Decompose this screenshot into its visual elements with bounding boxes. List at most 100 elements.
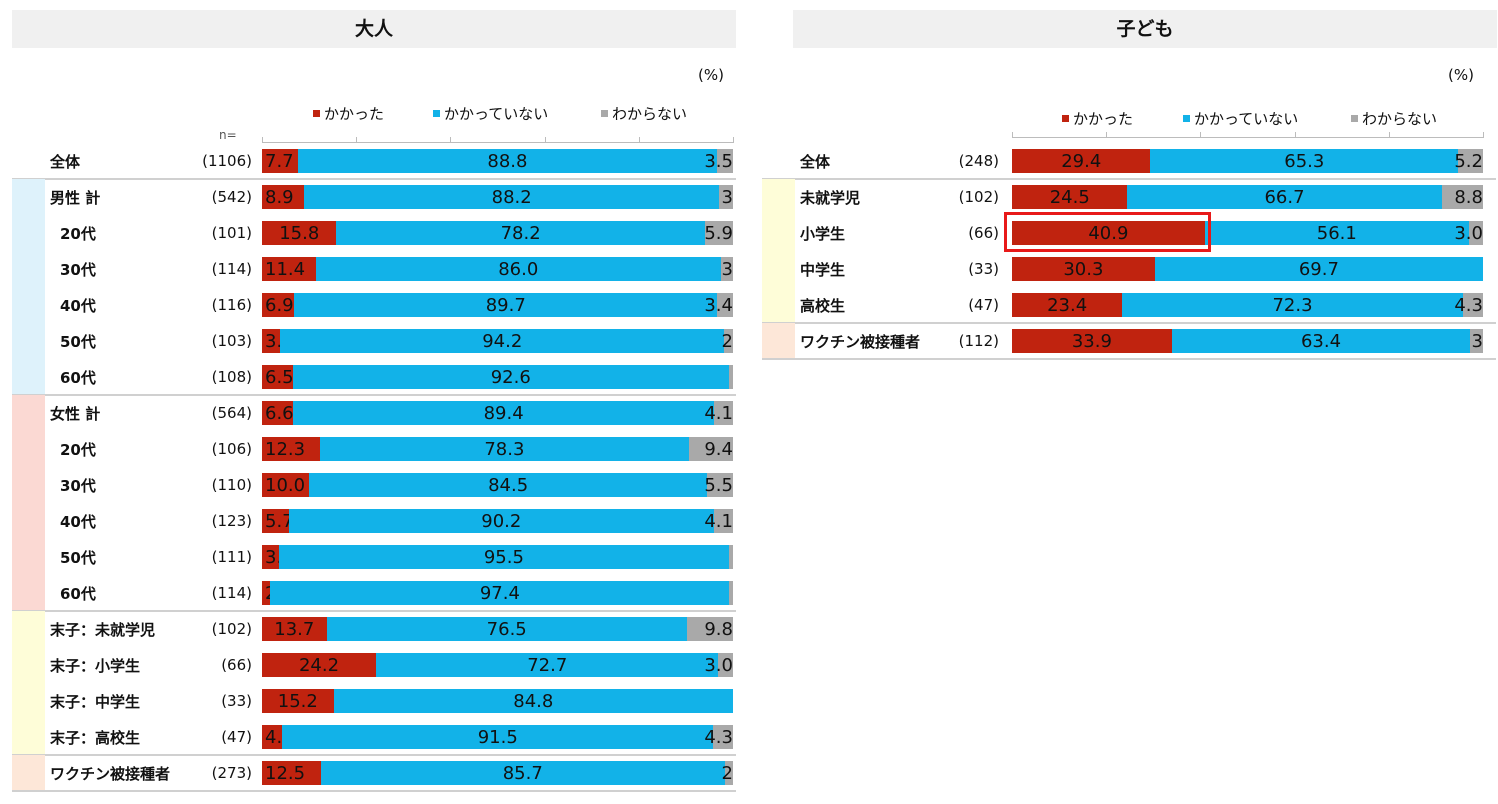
group-separator: [762, 322, 1496, 324]
bar-segment-not-infected: [1154, 257, 1483, 281]
bar-row: 40.9 56.1 3.0: [1012, 221, 1483, 245]
legend-swatch: [1062, 115, 1069, 122]
bar-segment-unknown: [713, 725, 734, 749]
bar-segment-unknown: [720, 257, 733, 281]
data-label: 3: [1471, 331, 1483, 352]
bar-segment-infected: [1012, 329, 1172, 353]
row-n: (103): [211, 332, 252, 350]
legend-item: かかっていない: [433, 103, 548, 124]
row-label: 末子：小学生: [50, 657, 141, 675]
row-label: 全体: [800, 153, 831, 171]
bar-segment-infected: [262, 473, 310, 497]
bar-segment-not-infected: [333, 689, 733, 713]
legend-label: かかっていない: [1194, 110, 1299, 128]
legend-label: かかっていない: [444, 105, 549, 123]
group-separator: [12, 178, 736, 180]
bar-segment-unknown: [718, 653, 733, 677]
bar-segment-infected: [262, 221, 337, 245]
data-label: 30.3: [1063, 259, 1104, 280]
bar-row: 5.7 90.2 4.1: [262, 509, 733, 533]
bar-segment-not-infected: [292, 365, 729, 389]
data-label: 85.7: [502, 763, 543, 784]
data-label: 12.5: [265, 763, 306, 784]
bar-segment-infected: [1012, 257, 1155, 281]
highlight-box: [1004, 212, 1211, 252]
data-label: 2: [721, 331, 733, 352]
row-label: ワクチン被接種者: [50, 765, 171, 783]
bar-row: 29.4 65.3 5.2: [1012, 149, 1483, 173]
legend-item: かかった: [313, 103, 384, 124]
row-label: 20代: [60, 225, 96, 243]
axis-line: [262, 142, 733, 143]
data-label: 11.4: [265, 259, 306, 280]
row-n: (33): [221, 692, 252, 710]
legend-item: わからない: [601, 103, 687, 124]
data-label: 78.2: [500, 223, 541, 244]
bar-segment-not-infected: [375, 653, 719, 677]
bar-segment-not-infected: [280, 329, 725, 353]
row-n: (114): [211, 260, 252, 278]
legend-label: わからない: [1362, 110, 1438, 128]
row-n: (102): [211, 620, 252, 638]
group-separator: [12, 394, 736, 396]
panel-title: 子ども: [793, 10, 1497, 48]
data-label: 97.4: [479, 583, 520, 604]
data-label: 7.7: [265, 151, 294, 172]
data-label: 8.8: [1454, 187, 1483, 208]
group-band-vaccine: [12, 755, 45, 791]
bar-segment-infected: [262, 437, 320, 461]
data-label: 92.6: [490, 367, 531, 388]
data-label: 78.3: [484, 439, 525, 460]
row-label: ワクチン被接種者: [800, 333, 921, 351]
bar-row: 6.6 89.4 4.1: [262, 401, 733, 425]
data-label: 9.8: [704, 619, 733, 640]
bar-row: 24.2 72.7 3.0: [262, 653, 733, 677]
data-label: 95.5: [483, 547, 524, 568]
data-label: 3.0: [1454, 223, 1483, 244]
row-n: (116): [211, 296, 252, 314]
data-label: 4.1: [704, 511, 733, 532]
bar-segment-infected: [1012, 293, 1123, 317]
bar-segment-not-infected: [270, 581, 730, 605]
data-label: 4.3: [1454, 295, 1483, 316]
bar-row: 12.3 78.3 9.4: [262, 437, 733, 461]
bar-segment-infected: [262, 617, 327, 641]
bar-row: 3.9 94.2 2: [262, 329, 733, 353]
bar-segment-not-infected: [1122, 293, 1463, 317]
data-label: 5.5: [704, 475, 733, 496]
data-label: 10.0: [265, 475, 306, 496]
legend-label: かかった: [1073, 110, 1134, 128]
group-separator: [762, 178, 1496, 180]
bar-segment-not-infected: [1127, 185, 1442, 209]
data-label: 56.1: [1316, 223, 1357, 244]
bar-segment-infected: [262, 257, 316, 281]
data-label: 3: [721, 259, 733, 280]
row-label: 60代: [60, 369, 96, 387]
row-n: (1106): [202, 152, 252, 170]
row-n: (47): [968, 296, 999, 314]
data-label: 4.1: [704, 403, 733, 424]
data-label: 33.9: [1071, 331, 1112, 352]
legend-label: かかった: [324, 105, 385, 123]
legend-label: わからない: [612, 105, 688, 123]
row-n: (47): [221, 728, 252, 746]
bar-segment-infected: [262, 509, 289, 533]
bar-segment-infected: [262, 185, 304, 209]
bar-row: 4.3 91.5 4.3: [262, 725, 734, 749]
bar-segment-unknown: [729, 581, 733, 605]
bar-row: 3.695.5: [262, 545, 733, 569]
bar-segment-not-infected: [1204, 221, 1469, 245]
row-label: 50代: [60, 333, 96, 351]
data-label: 29.4: [1061, 151, 1102, 172]
row-label: 40代: [60, 297, 96, 315]
data-label: 15.2: [277, 691, 318, 712]
bar-segment-unknown: [1468, 221, 1483, 245]
data-label: 15.8: [279, 223, 320, 244]
data-label: 91.5: [477, 727, 518, 748]
bar-segment-not-infected: [293, 401, 715, 425]
group-band-female: [12, 395, 45, 611]
axis-tick: [1106, 132, 1107, 138]
bar-row: 15.2 84.8: [262, 689, 733, 713]
bar-segment-infected: [262, 545, 279, 569]
data-label: 69.7: [1298, 259, 1339, 280]
